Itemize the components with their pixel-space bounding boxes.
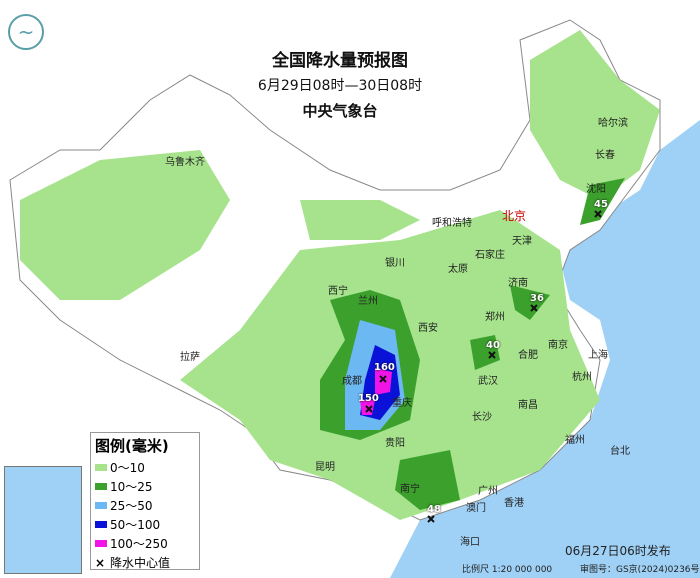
rain-10-25 [395,450,460,510]
city-label: 兰州 [358,296,378,307]
city-label: 西安 [418,323,438,334]
rain-center-value: 40 [486,340,500,351]
rain-center-value: 45 [594,199,608,210]
legend-item: 25～50 [95,496,195,515]
city-label: 武汉 [478,376,498,387]
city-label: 海口 [460,537,480,548]
city-label: 合肥 [518,350,538,361]
legend-item: × 降水中心值 [95,555,171,571]
rain-10-25 [470,335,500,370]
city-label: 澳门 [466,503,486,514]
city-label: 哈尔滨 [598,118,628,129]
legend-item: 0～10 [95,458,195,477]
city-label: 重庆 [392,398,412,409]
city-label: 呼和浩特 [432,218,472,229]
city-label: 拉萨 [180,352,200,363]
city-label: 杭州 [572,372,592,383]
x-marker-icon: × [95,555,106,570]
city-label: 上海 [588,350,608,361]
scale: 比例尺 1:20 000 000 [462,565,553,575]
issue-time: 06月27日06时发布 [565,544,671,558]
city-label: 福州 [565,435,585,446]
city-label: 济南 [508,278,528,289]
city-label: 长春 [595,150,615,161]
agency: 中央气象台 [302,102,378,120]
sea [390,0,700,578]
city-label: 南昌 [518,400,538,411]
south-china-sea-inset [4,466,82,574]
legend: 图例(毫米) 0～10 10～25 25～50 50～100 100～250 ×… [90,432,200,570]
legend-item: 50～100 [95,515,195,534]
rain-center-value: 48 [427,504,441,515]
city-label: 石家庄 [475,250,505,261]
city-label: 太原 [448,264,468,275]
city-label: 香港 [504,498,524,509]
city-label: 昆明 [315,462,335,473]
rain-center-markers [365,210,602,523]
city-label: 银川 [385,258,405,269]
legend-item: 100～250 [95,534,195,553]
city-label: 西宁 [328,286,348,297]
city-label: 南宁 [400,484,420,495]
rain-center-value: 150 [358,393,379,404]
city-label: 沈阳 [586,184,606,195]
legend-title: 图例(毫米) [95,437,169,455]
city-label: 成都 [342,376,362,387]
city-label: 乌鲁木齐 [165,157,205,168]
city-label: 广州 [478,486,498,497]
city-label: 天津 [512,236,532,247]
city-label: 台北 [610,446,630,457]
city-label: 贵阳 [385,438,405,449]
city-label: 北京 [502,209,527,223]
cma-logo: ~ [8,14,44,50]
rain-center-value: 160 [374,362,395,373]
city-label: 南京 [548,340,568,351]
rain-center-value: 36 [530,293,544,304]
city-label: 郑州 [485,312,505,323]
map-number: 审图号：GS京(2024)0236号 [580,565,700,575]
rain-10-25 [510,285,550,320]
forecast-period: 6月29日08时—30日08时 [257,78,423,94]
map-title: 全国降水量预报图 [272,51,408,71]
city-label: 长沙 [472,412,492,423]
legend-item: 10～25 [95,477,195,496]
rain-10-25 [580,178,625,225]
